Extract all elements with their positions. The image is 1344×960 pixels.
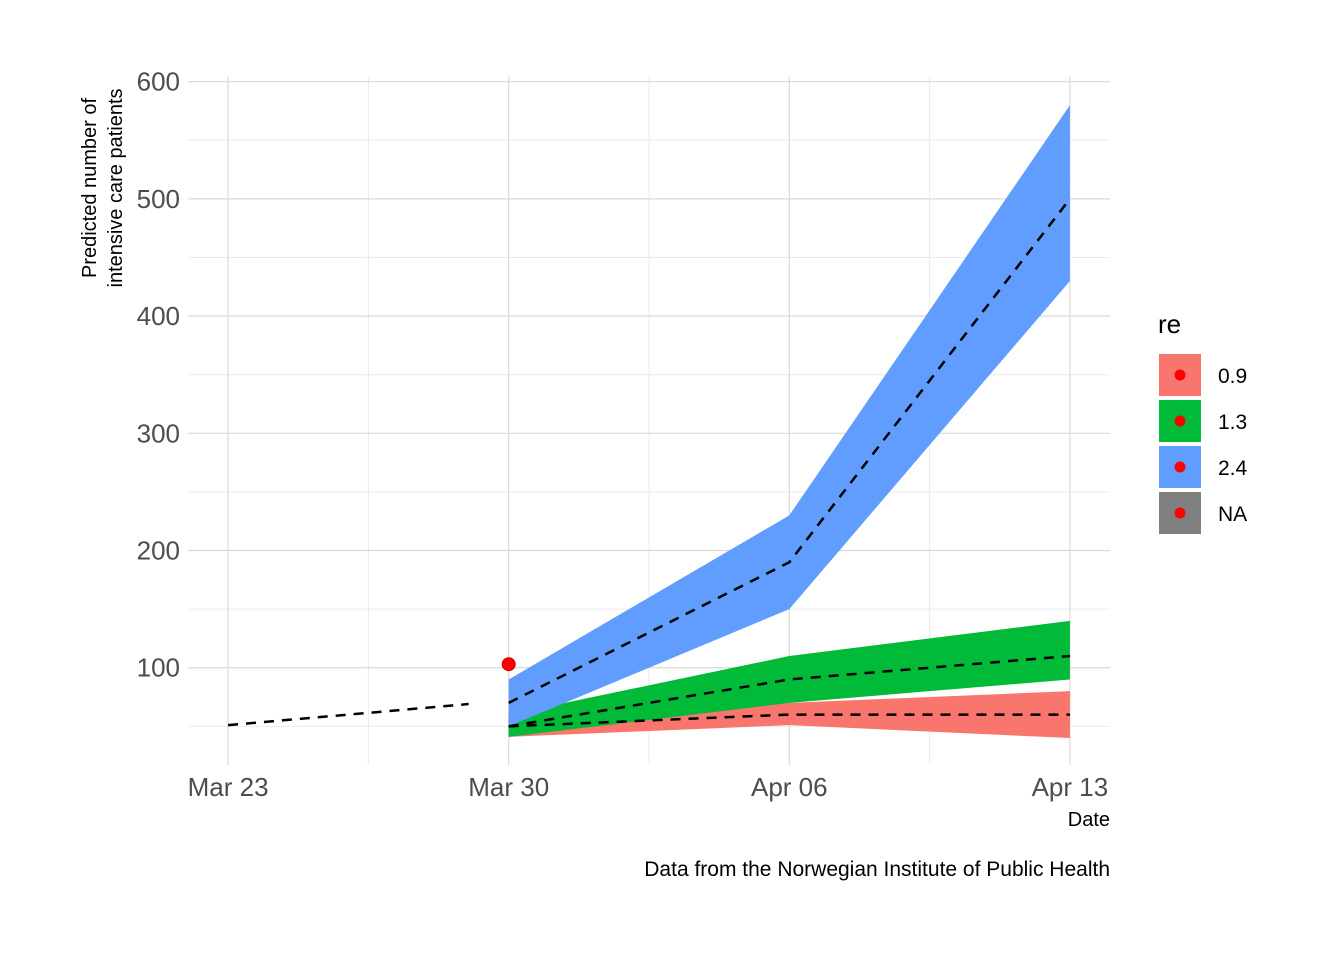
chart-caption: Data from the Norwegian Institute of Pub… — [644, 858, 1110, 881]
median-line-re-1.3 — [508, 654, 1071, 728]
observed-points — [501, 657, 516, 672]
y-tick-label: 200 — [137, 536, 180, 566]
x-axis-title: Date — [1068, 809, 1110, 831]
y-tick-label: 500 — [137, 184, 180, 214]
x-tick-label: Apr 13 — [1032, 772, 1109, 802]
legend-label-1.3: 1.3 — [1218, 411, 1247, 434]
y-tick-label: 100 — [137, 653, 180, 683]
y-tick-label: 300 — [137, 418, 180, 448]
legend-label-0.9: 0.9 — [1218, 365, 1247, 388]
y-axis-title-line-2: intensive care patients — [105, 88, 127, 287]
median-line-re-0.9 — [508, 713, 1070, 728]
ribbons — [508, 105, 1070, 739]
ribbon-re-1.3 — [508, 620, 1070, 737]
x-tick-label: Mar 30 — [468, 772, 549, 802]
legend-point-1.3 — [1174, 415, 1186, 427]
median-line-re-2.4 — [508, 198, 1071, 704]
legend-point-0.9 — [1174, 369, 1186, 381]
legend-label-NA: NA — [1218, 503, 1247, 526]
legend-title: re — [1158, 309, 1181, 339]
y-tick-label: 400 — [137, 301, 180, 331]
x-tick-label: Apr 06 — [751, 772, 828, 802]
legend-label-2.4: 2.4 — [1218, 457, 1248, 480]
observed-point — [501, 657, 516, 672]
x-tick-label: Mar 23 — [188, 772, 269, 802]
legend-point-NA — [1174, 507, 1186, 519]
ribbon-re-2.4 — [508, 105, 1070, 727]
legend-point-2.4 — [1174, 461, 1186, 473]
legend: re 0.9 1.3 2.4 NA — [1158, 309, 1248, 534]
y-axis-title-line-1: Predicted number of — [79, 98, 101, 279]
median-lines — [227, 198, 1071, 728]
observed-trend-line — [227, 702, 469, 727]
y-axis-ticks: 100 200 300 400 500 600 — [137, 67, 180, 683]
y-tick-label: 600 — [137, 67, 180, 97]
x-axis-ticks: Mar 23 Mar 30 Apr 06 Apr 13 — [188, 772, 1109, 802]
ribbon-re-0.9 — [508, 691, 1070, 739]
